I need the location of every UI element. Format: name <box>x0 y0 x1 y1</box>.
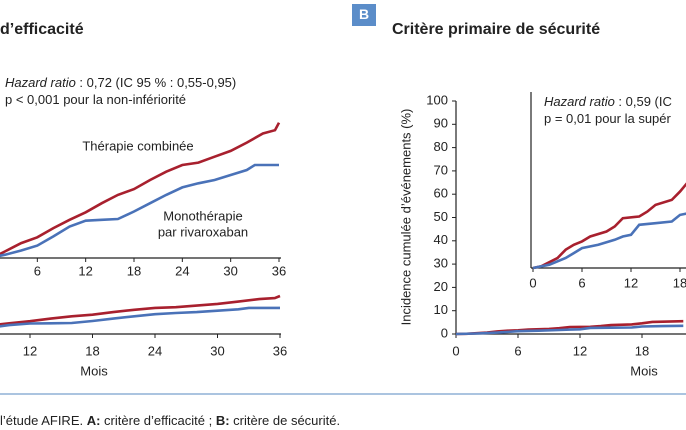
x-tick-label: 18 <box>635 343 649 358</box>
x-tick-label: 18 <box>673 275 686 290</box>
x-tick-label: 36 <box>272 263 286 278</box>
x-tick-label: 6 <box>578 275 585 290</box>
x-tick-label: 12 <box>573 343 587 358</box>
y-tick-label: 60 <box>434 186 448 201</box>
panel-badge <box>352 4 376 26</box>
caption-part: critère d’efficacité ; <box>100 413 215 428</box>
x-tick-label: 18 <box>127 263 141 278</box>
x-tick-label: 24 <box>148 343 162 358</box>
y-tick-label: 0 <box>441 325 448 340</box>
main-line <box>455 324 684 336</box>
main-line <box>0 306 280 328</box>
x-axis-label: Mois <box>630 363 658 378</box>
annotation-part: : 0,59 (IC <box>615 94 672 109</box>
series-label: Monothérapie <box>163 208 243 223</box>
annotation-part: : 0,72 (IC 95 % : 0,55-0,95) <box>76 75 236 90</box>
y-tick-label: 30 <box>434 256 448 271</box>
annotation-part: p < 0,001 pour la non-infériorité <box>5 92 186 107</box>
x-tick-label: 0 <box>529 275 536 290</box>
y-tick-label: 50 <box>434 209 448 224</box>
x-tick-label: 30 <box>210 343 224 358</box>
annotation: p = 0,01 pour la supér <box>544 111 672 126</box>
annotation-part: p = 0,01 pour la supér <box>544 111 672 126</box>
caption-part: l’étude AFIRE. <box>0 413 87 428</box>
y-axis-label: Incidence cumulée d’événements (%) <box>398 109 413 326</box>
annotation: Hazard ratio : 0,72 (IC 95 % : 0,55-0,95… <box>5 75 236 90</box>
chart-title: d’efficacité <box>0 21 84 38</box>
x-tick-label: 0 <box>452 343 459 358</box>
caption-part: critère de sécurité. <box>230 413 341 428</box>
chart-title: Critère primaire de sécurité <box>392 21 600 38</box>
series-label: par rivaroxaban <box>158 224 248 239</box>
annotation-part: Hazard ratio <box>5 75 76 90</box>
panel-label: B <box>359 6 369 22</box>
caption-part: B: <box>216 413 230 428</box>
series-label: Thérapie combinée <box>82 138 193 153</box>
y-tick-label: 20 <box>434 279 448 294</box>
x-tick-label: 30 <box>223 263 237 278</box>
annotation: Hazard ratio : 0,59 (IC <box>544 94 672 109</box>
x-tick-label: 36 <box>273 343 287 358</box>
y-tick-label: 40 <box>434 232 448 247</box>
caption: l’étude AFIRE. A: critère d’efficacité ;… <box>0 413 340 428</box>
y-tick-label: 100 <box>426 92 448 107</box>
x-tick-label: 24 <box>175 263 189 278</box>
y-tick-label: 90 <box>434 116 448 131</box>
x-tick-label: 6 <box>514 343 521 358</box>
x-tick-label: 6 <box>34 263 41 278</box>
y-tick-label: 80 <box>434 139 448 154</box>
annotation: p < 0,001 pour la non-infériorité <box>5 92 186 107</box>
y-tick-label: 10 <box>434 302 448 317</box>
main-line <box>0 294 281 326</box>
x-tick-label: 12 <box>23 343 37 358</box>
x-tick-label: 12 <box>624 275 638 290</box>
x-tick-label: 12 <box>78 263 92 278</box>
inset-line <box>532 212 686 270</box>
inset-line <box>0 122 281 256</box>
inset-line <box>0 163 279 258</box>
x-axis-label: Mois <box>80 363 108 378</box>
x-tick-label: 18 <box>85 343 99 358</box>
inset-line <box>532 182 686 270</box>
caption-part: A: <box>87 413 101 428</box>
y-tick-label: 70 <box>434 162 448 177</box>
annotation-part: Hazard ratio <box>544 94 615 109</box>
